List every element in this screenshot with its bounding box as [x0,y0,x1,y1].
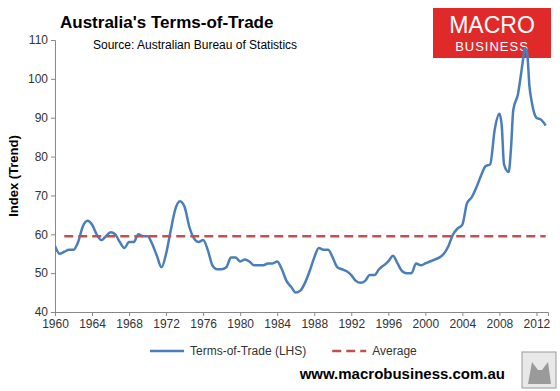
tick-label: 90 [35,111,49,125]
tick-label: 1976 [190,317,217,331]
tick-mark [51,195,55,196]
legend-swatch [332,350,366,353]
tick-label: 1996 [375,317,402,331]
tick-label: 2004 [450,317,477,331]
legend: Terms-of-Trade (LHS) Average [150,344,417,358]
tick: 1968 [116,312,143,331]
tick: 1976 [190,312,217,331]
tick-mark [351,312,352,316]
logo-box [433,8,551,58]
tick-label: 1984 [264,317,291,331]
tick-label: 70 [35,189,49,203]
y-axis-title: Index (Trend) [6,135,21,217]
logo: MACROBUSINESS [433,8,551,58]
tick: 100 [28,72,55,86]
tick-mark [129,312,130,316]
tick: 1980 [227,312,254,331]
tick-label: 80 [35,150,49,164]
tick: 2004 [450,312,477,331]
tick-label: 1980 [227,317,254,331]
tick: 2000 [412,312,439,331]
axis-line [51,41,56,313]
subtitle: Source: Australian Bureau of Statistics [93,38,297,52]
tick: 2008 [487,312,514,331]
legend-item: Terms-of-Trade (LHS) [150,344,306,358]
title: Australia's Terms-of-Trade [60,13,273,32]
tick-mark [51,118,55,119]
legend-label: Average [372,344,417,358]
tick-label: 1964 [79,317,106,331]
tick-mark [51,40,55,41]
x-axis: 1960 1964 1968 1972 1976 1980 1984 1988 1992 1996… [42,312,550,331]
legend-label: Terms-of-Trade (LHS) [190,344,306,358]
series-line [64,235,545,238]
tick: 1992 [338,312,365,331]
tick-label: 1968 [116,317,143,331]
tick-mark [388,312,389,316]
tick: 90 [35,111,55,125]
tick: 60 [35,228,55,242]
tick: 1972 [153,312,180,331]
tick-label: 1960 [42,317,69,331]
tick-mark [55,312,56,316]
tick-mark [499,312,500,316]
tick-mark [536,312,537,316]
tick-mark [203,312,204,316]
tick: 1964 [79,312,106,331]
tick-mark [425,312,426,316]
tick-label: 1992 [338,317,365,331]
plot: 4050607080901001101960196419681972197619… [28,33,551,330]
legend-swatch [150,350,184,353]
tick-mark [166,312,167,316]
axis-line [56,313,549,317]
tick-mark [51,312,55,313]
series-line [55,48,546,293]
icon-box [522,352,556,388]
tick-mark [462,312,463,316]
tick: 1996 [375,312,402,331]
tick: 1988 [301,312,328,331]
tick-label: 110 [29,33,48,47]
tick-mark [51,157,55,158]
tick-mark [314,312,315,316]
logo-text: BUSINESS [455,39,529,54]
tick-mark [92,312,93,316]
tick-label: 2012 [524,317,551,331]
marks [55,48,546,293]
tick-mark [51,79,55,80]
icon [522,352,556,388]
tick-label: 2008 [487,317,514,331]
tick-label: 1988 [301,317,328,331]
tick-label: 2000 [412,317,439,331]
tick: 80 [35,150,55,164]
tick-label: 50 [35,266,49,280]
tick-mark [277,312,278,316]
tick-label: 1972 [153,317,180,331]
tick: 50 [35,266,55,280]
legend-item: Average [332,344,417,358]
tick-mark [51,273,55,274]
tick: 70 [35,189,55,203]
chart: Australia's Terms-of-Trade Source: Austra… [0,0,560,391]
tick-mark [51,234,55,235]
icon-shape [528,362,551,384]
tick-mark [240,312,241,316]
logo-text: MACRO [449,12,535,38]
footer: www.macrobusiness.com.au [299,365,505,382]
tick: 2012 [524,312,551,331]
y-axis: 405060708090100110 [28,33,56,319]
tick: 1984 [264,312,291,331]
tick: 110 [29,33,55,47]
tick-label: 100 [28,72,48,86]
tick-label: 60 [35,228,49,242]
tick: 1960 [42,312,69,331]
